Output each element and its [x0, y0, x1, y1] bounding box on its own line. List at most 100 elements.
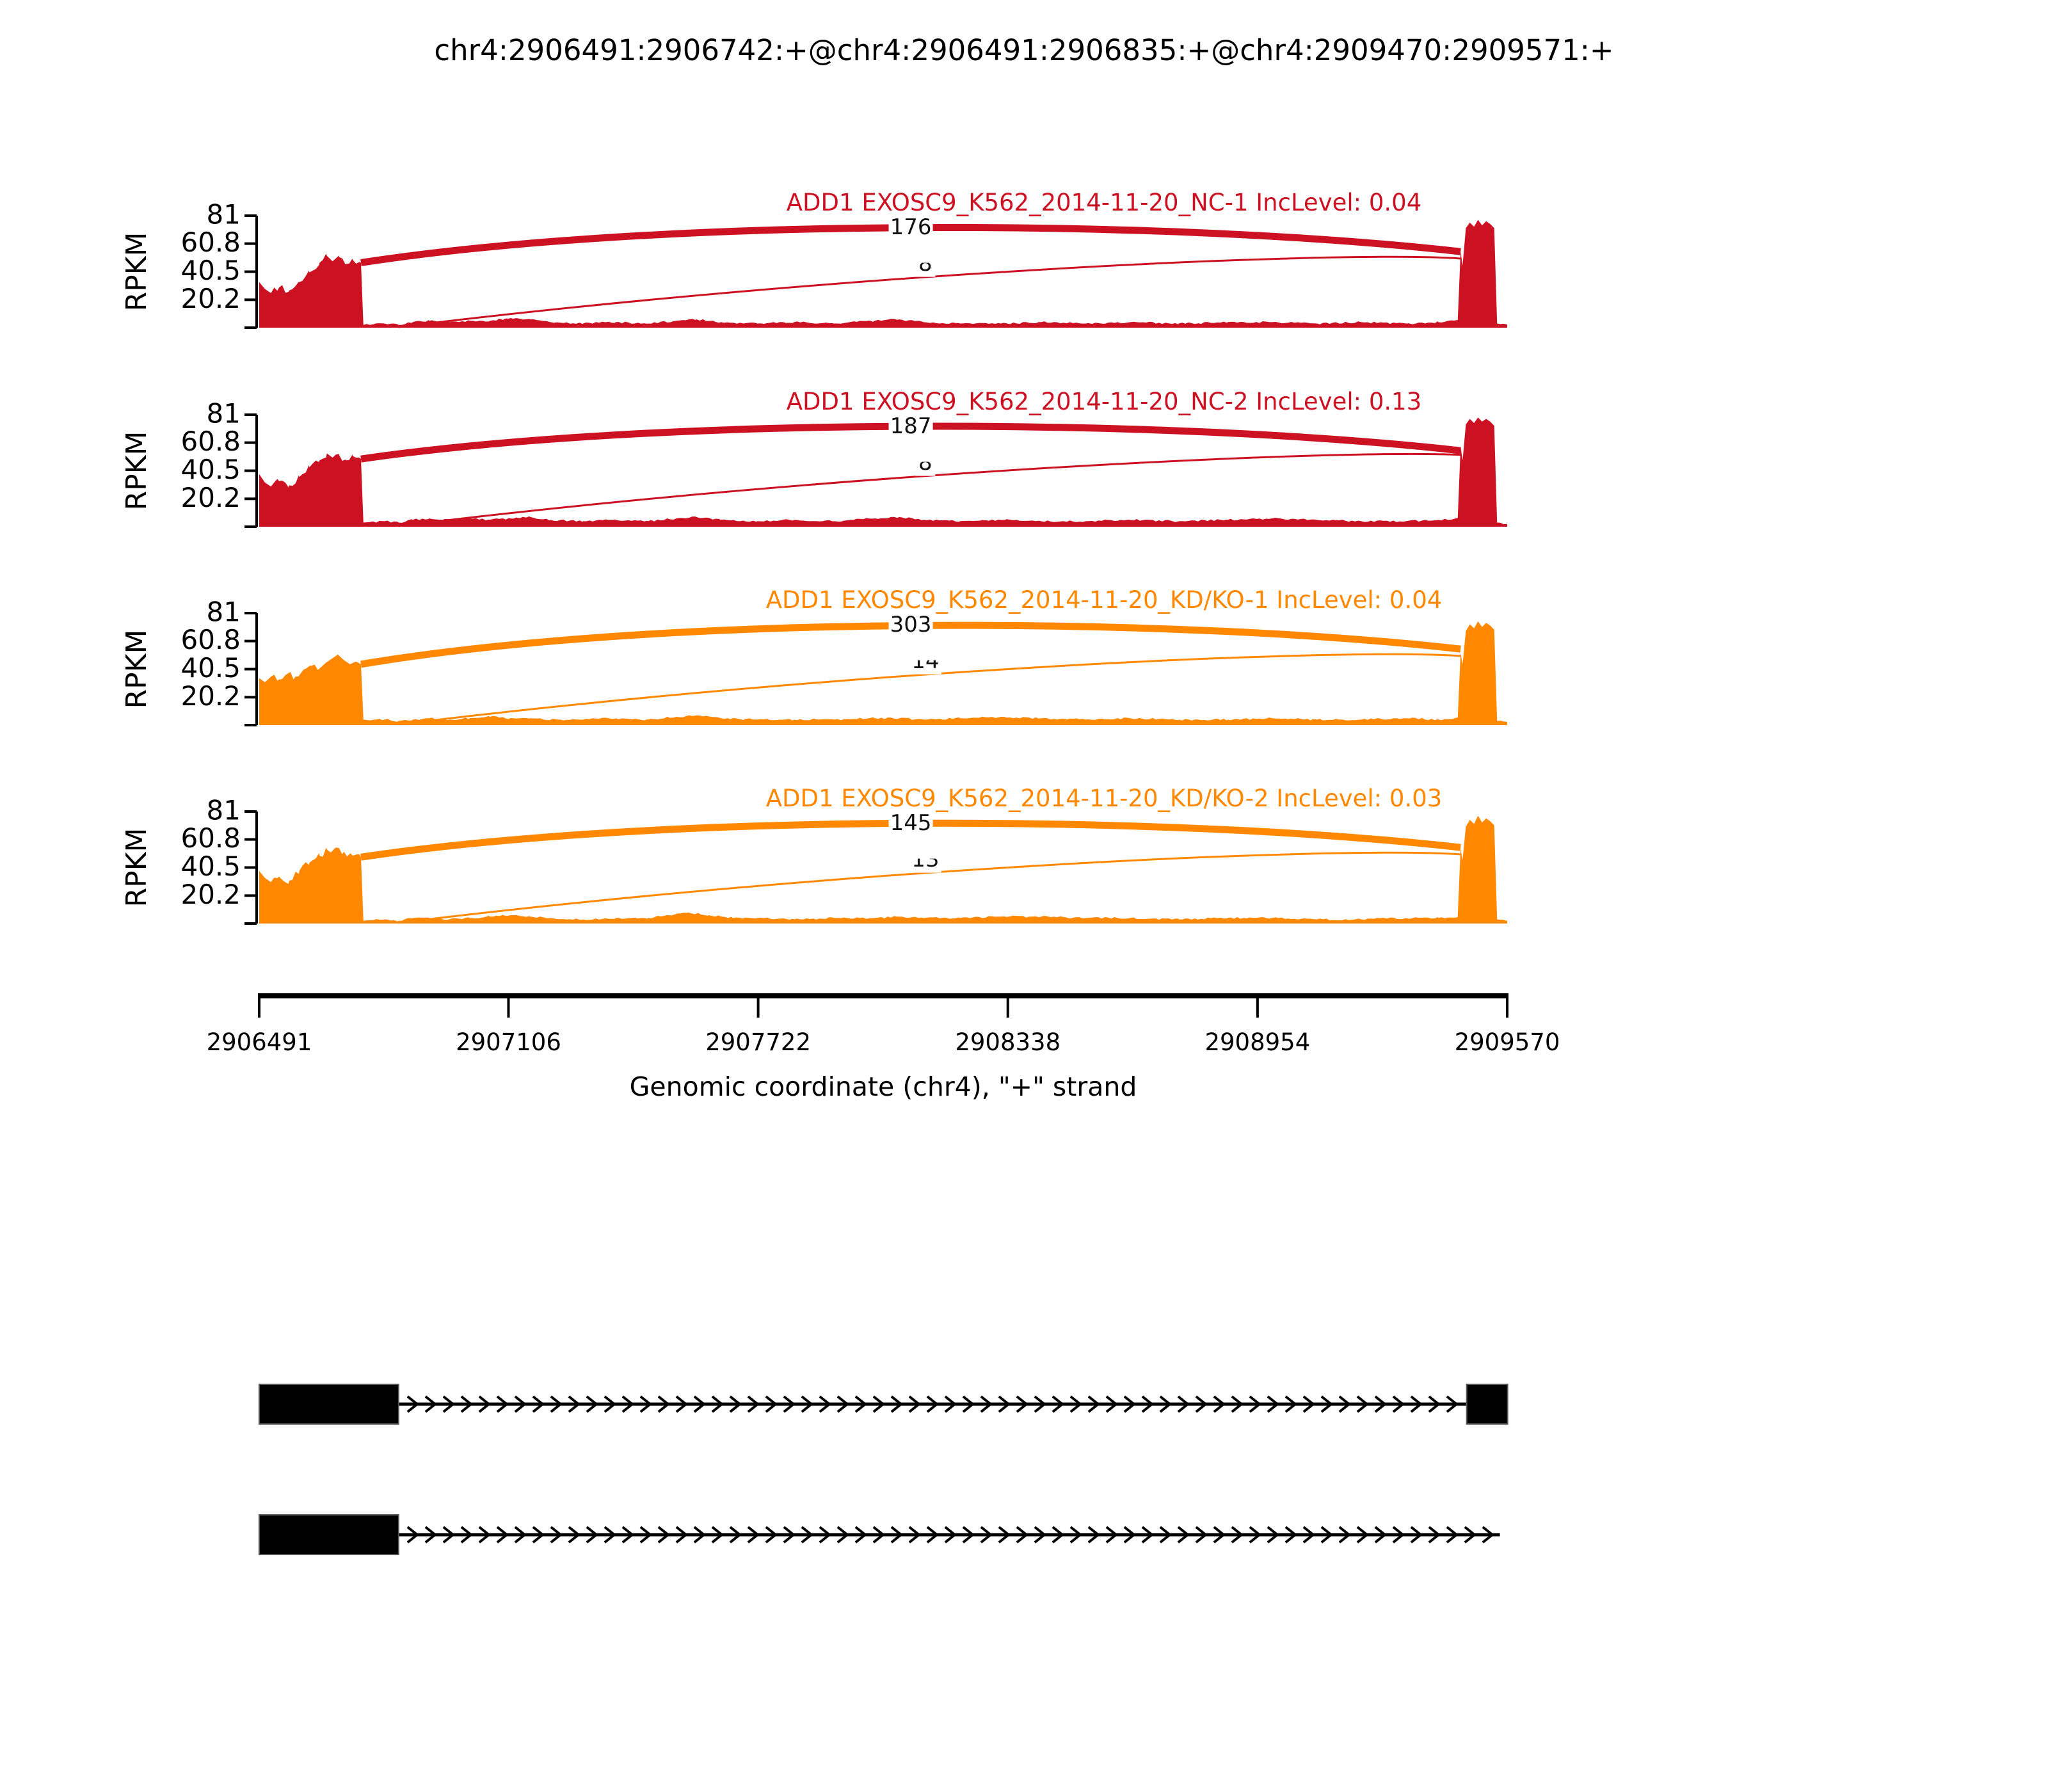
junction-count-label: 176	[890, 214, 932, 240]
strand-arrow-icon	[729, 1526, 742, 1544]
strand-arrow-icon	[711, 1395, 724, 1413]
y-tick-label: 40.5	[180, 652, 241, 684]
strand-arrow-icon	[568, 1526, 581, 1544]
strand-arrow-icon	[1320, 1395, 1334, 1413]
strand-arrow-icon	[1159, 1395, 1172, 1413]
strand-arrow-icon	[908, 1526, 922, 1544]
strand-arrow-icon	[1338, 1526, 1352, 1544]
strand-arrow-icon	[747, 1526, 760, 1544]
x-tick-label: 2907722	[705, 1028, 811, 1056]
strand-arrow-icon	[1267, 1526, 1280, 1544]
y-tick-label: 81	[207, 596, 241, 628]
strand-arrow-icon	[854, 1395, 868, 1413]
y-tick-label: 81	[207, 795, 241, 826]
strand-arrow-icon	[783, 1395, 796, 1413]
exon-box	[259, 1514, 399, 1555]
strand-arrow-icon	[801, 1395, 814, 1413]
strand-arrow-icon	[657, 1395, 671, 1413]
strand-arrow-icon	[1141, 1395, 1155, 1413]
y-axis-title: RPKM	[120, 828, 153, 908]
strand-arrow-icon	[729, 1395, 742, 1413]
strand-arrow-icon	[1195, 1526, 1208, 1544]
strand-arrow-icon	[639, 1526, 653, 1544]
strand-arrow-icon	[1267, 1395, 1280, 1413]
strand-arrow-icon	[604, 1395, 617, 1413]
junction-count-label: 8	[918, 450, 932, 476]
strand-arrow-icon	[460, 1395, 474, 1413]
x-tick-label: 2908338	[955, 1028, 1060, 1056]
y-tick-label: 40.5	[180, 454, 241, 485]
strand-arrow-icon	[872, 1395, 886, 1413]
strand-arrow-icon	[514, 1395, 527, 1413]
strand-arrow-icon	[944, 1395, 957, 1413]
strand-arrow-icon	[442, 1395, 456, 1413]
strand-arrow-icon	[1069, 1526, 1083, 1544]
strand-arrow-icon	[1052, 1395, 1065, 1413]
strand-arrow-icon	[801, 1526, 814, 1544]
strand-arrow-icon	[1410, 1526, 1423, 1544]
strand-arrow-icon	[998, 1526, 1011, 1544]
strand-arrow-icon	[819, 1526, 832, 1544]
strand-arrow-icon	[836, 1526, 850, 1544]
strand-arrow-icon	[550, 1526, 563, 1544]
strand-arrow-icon	[532, 1526, 545, 1544]
y-tick-label: 60.8	[180, 624, 241, 655]
strand-arrow-icon	[1446, 1395, 1459, 1413]
strand-arrow-icon	[1320, 1526, 1334, 1544]
strand-arrow-icon	[819, 1395, 832, 1413]
junction-label-box	[915, 450, 936, 476]
strand-arrow-icon	[496, 1526, 509, 1544]
strand-arrow-icon	[1428, 1395, 1441, 1413]
strand-arrow-icon	[890, 1526, 904, 1544]
y-tick-label: 20.2	[180, 283, 241, 314]
strand-arrow-icon	[1034, 1395, 1047, 1413]
strand-arrow-icon	[1302, 1526, 1316, 1544]
strand-arrow-icon	[621, 1526, 635, 1544]
x-tick-label: 2909570	[1455, 1028, 1560, 1056]
strand-arrow-icon	[424, 1526, 438, 1544]
strand-arrow-icon	[980, 1526, 993, 1544]
strand-arrow-icon	[962, 1395, 975, 1413]
x-tick-label: 2908954	[1204, 1028, 1310, 1056]
junction-label-box	[909, 847, 941, 873]
strand-arrow-icon	[532, 1395, 545, 1413]
strand-arrow-icon	[586, 1395, 599, 1413]
junction-label-box	[888, 413, 933, 440]
strand-arrow-icon	[926, 1395, 940, 1413]
strand-arrow-icon	[711, 1526, 724, 1544]
strand-arrow-icon	[1302, 1395, 1316, 1413]
y-tick-label: 20.2	[180, 680, 241, 712]
strand-arrow-icon	[1141, 1526, 1155, 1544]
strand-arrow-icon	[944, 1526, 957, 1544]
junction-count-label: 187	[890, 413, 932, 439]
strand-arrow-icon	[478, 1395, 492, 1413]
strand-arrow-icon	[1249, 1395, 1262, 1413]
strand-arrow-icon	[1374, 1395, 1388, 1413]
strand-arrow-icon	[1392, 1526, 1405, 1544]
strand-arrow-icon	[1016, 1395, 1029, 1413]
strand-arrow-icon	[424, 1395, 438, 1413]
strand-arrow-icon	[926, 1526, 940, 1544]
strand-arrow-icon	[1052, 1526, 1065, 1544]
strand-arrow-icon	[604, 1526, 617, 1544]
y-tick-label: 20.2	[180, 482, 241, 513]
strand-arrow-icon	[1284, 1526, 1298, 1544]
y-axis-title: RPKM	[120, 431, 153, 511]
strand-arrow-icon	[1034, 1526, 1047, 1544]
strand-arrow-icon	[1087, 1526, 1101, 1544]
track-title: ADD1 EXOSC9_K562_2014-11-20_KD/KO-2 IncL…	[766, 785, 1443, 812]
strand-arrow-icon	[1105, 1526, 1119, 1544]
y-tick-label: 60.8	[180, 426, 241, 457]
strand-arrow-icon	[496, 1395, 509, 1413]
track-title: ADD1 EXOSC9_K562_2014-11-20_NC-1 IncLeve…	[787, 189, 1422, 216]
y-tick-label: 81	[207, 398, 241, 429]
strand-arrow-icon	[1159, 1526, 1172, 1544]
exon-box	[1466, 1384, 1508, 1425]
strand-arrow-icon	[1213, 1395, 1226, 1413]
strand-arrow-icon	[568, 1395, 581, 1413]
strand-arrow-icon	[657, 1526, 671, 1544]
strand-arrow-icon	[1410, 1395, 1423, 1413]
strand-arrow-icon	[1374, 1526, 1388, 1544]
strand-arrow-icon	[1177, 1526, 1190, 1544]
